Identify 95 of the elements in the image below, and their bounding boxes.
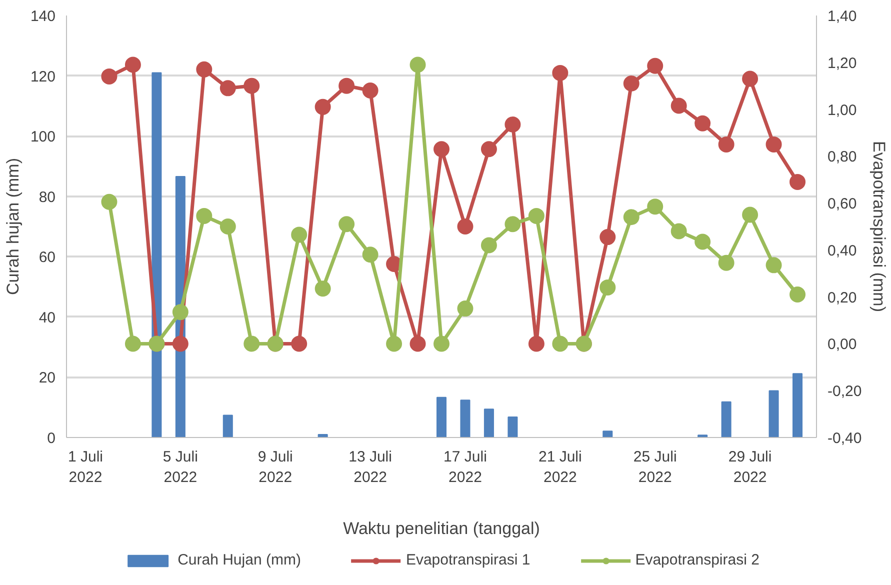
point <box>790 286 806 302</box>
y-tick-label: 60 <box>38 249 56 266</box>
y2-tick-label: 0,60 <box>828 196 857 213</box>
bar <box>792 373 803 438</box>
point <box>742 206 758 223</box>
bar <box>508 416 518 438</box>
x-tick-label: 21 Juli 2022 <box>538 448 582 486</box>
y-axis-title: Curah hujan (mm) <box>3 158 22 295</box>
point <box>718 254 734 271</box>
x-tick-label: 9 Juli 2022 <box>258 448 293 486</box>
point <box>694 234 711 250</box>
point <box>790 174 806 190</box>
x-tick-label: 13 Juli 2022 <box>348 448 392 486</box>
point <box>504 216 521 232</box>
y2-tick-label: 0,20 <box>828 289 857 306</box>
point <box>338 78 355 94</box>
point <box>362 82 378 99</box>
x-tick-label: 25 Juli 2022 <box>633 448 677 486</box>
bar <box>721 401 732 438</box>
point <box>480 141 497 158</box>
point <box>434 141 450 158</box>
point <box>410 56 426 73</box>
y-tick-label: 20 <box>38 370 56 387</box>
point <box>457 300 474 317</box>
point <box>528 208 544 224</box>
point <box>742 70 758 87</box>
x-tick-label: 1 Juli 2022 <box>68 448 104 486</box>
point <box>623 209 640 226</box>
y2-tick-label: 1,20 <box>828 54 857 72</box>
y-tick-label: 120 <box>30 68 56 86</box>
point <box>196 61 212 78</box>
point <box>480 237 497 254</box>
point <box>670 223 687 240</box>
point <box>220 218 236 234</box>
bar <box>768 390 779 438</box>
y-tick-label: 80 <box>38 188 56 206</box>
x-tick-label: 5 Juli 2022 <box>162 448 198 486</box>
bar <box>222 414 233 438</box>
point <box>386 336 402 352</box>
point <box>338 216 355 232</box>
point <box>457 218 474 234</box>
point <box>552 64 568 81</box>
legend-label: Evapotranspirasi 1 <box>406 552 530 568</box>
y2-tick-label: 0,00 <box>828 336 857 354</box>
legend-label: Evapotranspirasi 2 <box>635 552 760 568</box>
x-tick-label: 29 Juli 2022 <box>728 448 772 486</box>
point <box>434 336 450 352</box>
y2-tick-label: 1,00 <box>828 102 857 119</box>
legend-label: Curah Hujan (mm) <box>178 552 301 568</box>
point <box>196 208 212 224</box>
y2-tick-label: -0,20 <box>828 383 862 400</box>
point <box>410 336 426 352</box>
point <box>314 280 331 297</box>
point <box>220 80 236 96</box>
point <box>101 194 118 210</box>
point <box>504 116 521 132</box>
y2-tick-label: 1,40 <box>828 8 857 25</box>
point <box>291 226 308 243</box>
point <box>528 336 544 352</box>
point <box>670 98 687 114</box>
point <box>101 68 118 84</box>
bar <box>484 408 494 438</box>
point <box>623 76 640 92</box>
point <box>172 336 188 352</box>
point <box>766 257 782 274</box>
point <box>766 136 782 152</box>
y-tick-label: 100 <box>30 128 56 146</box>
point <box>314 98 331 115</box>
y2-tick-label: 0,80 <box>828 148 857 166</box>
y2-tick-label: 0,40 <box>828 242 857 260</box>
y2-tick-label: -0,40 <box>828 430 862 447</box>
y-tick-label: 140 <box>30 8 56 25</box>
point <box>124 336 141 352</box>
y-tick-label: 0 <box>47 430 56 447</box>
x-axis-title: Waktu penelitian (tanggal) <box>343 518 540 538</box>
point <box>718 136 734 152</box>
point <box>647 198 664 215</box>
point <box>552 336 568 352</box>
point <box>244 78 260 94</box>
bar <box>602 430 613 438</box>
bar <box>152 72 162 438</box>
bar <box>436 396 447 438</box>
point <box>124 56 141 73</box>
point <box>600 229 616 246</box>
y2-axis-title: Evapotranspirasi (mm) <box>870 141 889 312</box>
point <box>694 115 711 132</box>
point <box>647 58 664 74</box>
x-tick-label: 17 Juli 2022 <box>444 448 487 486</box>
bar <box>460 400 470 438</box>
point <box>172 304 188 320</box>
point <box>362 246 378 263</box>
point <box>600 279 616 296</box>
y-tick-label: 40 <box>38 309 56 326</box>
point <box>244 336 260 352</box>
point <box>291 336 308 352</box>
